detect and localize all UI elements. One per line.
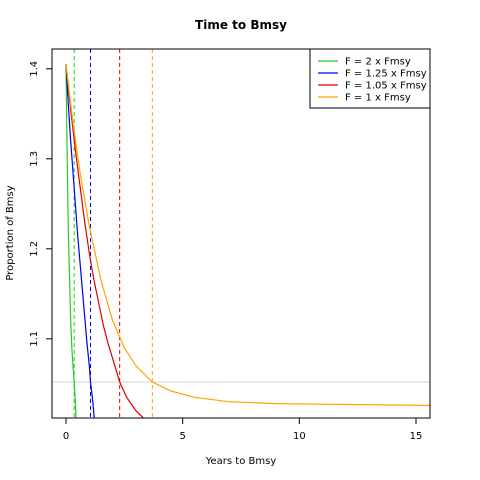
y-tick-label-2: 1.3 — [29, 151, 40, 167]
y-tick-label-0: 1.1 — [29, 331, 40, 347]
legend-box — [309, 48, 431, 109]
legend-label-3: F = 1 x Fmsy — [345, 93, 411, 104]
legend-label-0: F = 2 x Fmsy — [345, 57, 411, 68]
y-axis-label: Proportion of Bmsy — [5, 185, 16, 280]
chart-title: Time to Bmsy — [195, 18, 287, 32]
y-tick-label-1: 1.2 — [29, 241, 40, 257]
x-axis-label: Years to Bmsy — [205, 456, 277, 467]
plot-frame — [51, 48, 431, 419]
x-tick-label-0: 0 — [63, 431, 69, 442]
series-line-1 — [65, 64, 95, 418]
series-line-2 — [65, 64, 145, 418]
x-tick-label-1: 5 — [179, 431, 185, 442]
legend-label-2: F = 1.05 x Fmsy — [345, 81, 427, 92]
plot-content — [52, 49, 430, 418]
axes: 0 5 10 15 1.1 1.2 1.3 1.4 — [29, 61, 422, 442]
series-line-3 — [65, 64, 430, 406]
x-tick-label-3: 15 — [410, 431, 423, 442]
series-line-0 — [65, 64, 77, 418]
y-tick-label-3: 1.4 — [29, 61, 40, 77]
legend-label-1: F = 1.25 x Fmsy — [345, 69, 427, 80]
x-tick-label-2: 10 — [293, 431, 306, 442]
